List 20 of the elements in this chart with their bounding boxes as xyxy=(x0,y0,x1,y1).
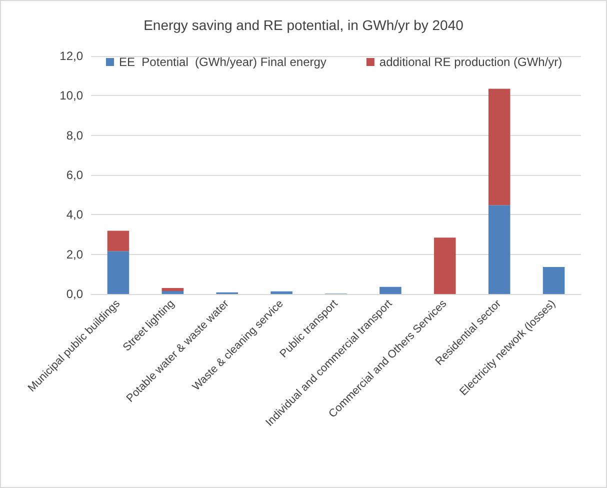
legend-label: EE Potential (GWh/year) Final energy xyxy=(119,55,326,69)
bar xyxy=(107,230,130,252)
bar xyxy=(380,286,402,294)
y-tick-label: 6,0 xyxy=(66,168,84,182)
legend-label: additional RE production (GWh/yr) xyxy=(379,55,562,69)
chart-title: Energy saving and RE potential, in GWh/yr by 2040 xyxy=(144,17,464,33)
y-tick-label: 10,0 xyxy=(60,88,84,103)
bar xyxy=(542,267,565,294)
bar xyxy=(488,205,510,294)
bar xyxy=(488,88,510,206)
y-tick-label: 2,0 xyxy=(66,247,84,262)
y-tick-label: 4,0 xyxy=(66,208,84,222)
bar xyxy=(162,288,184,292)
bar xyxy=(162,291,184,294)
y-tick-label: 0,0 xyxy=(66,287,84,301)
bar xyxy=(107,251,130,294)
y-tick-label: 8,0 xyxy=(66,128,84,142)
y-tick-label: 12,0 xyxy=(60,49,84,63)
bar xyxy=(434,238,456,294)
bar xyxy=(270,291,292,294)
